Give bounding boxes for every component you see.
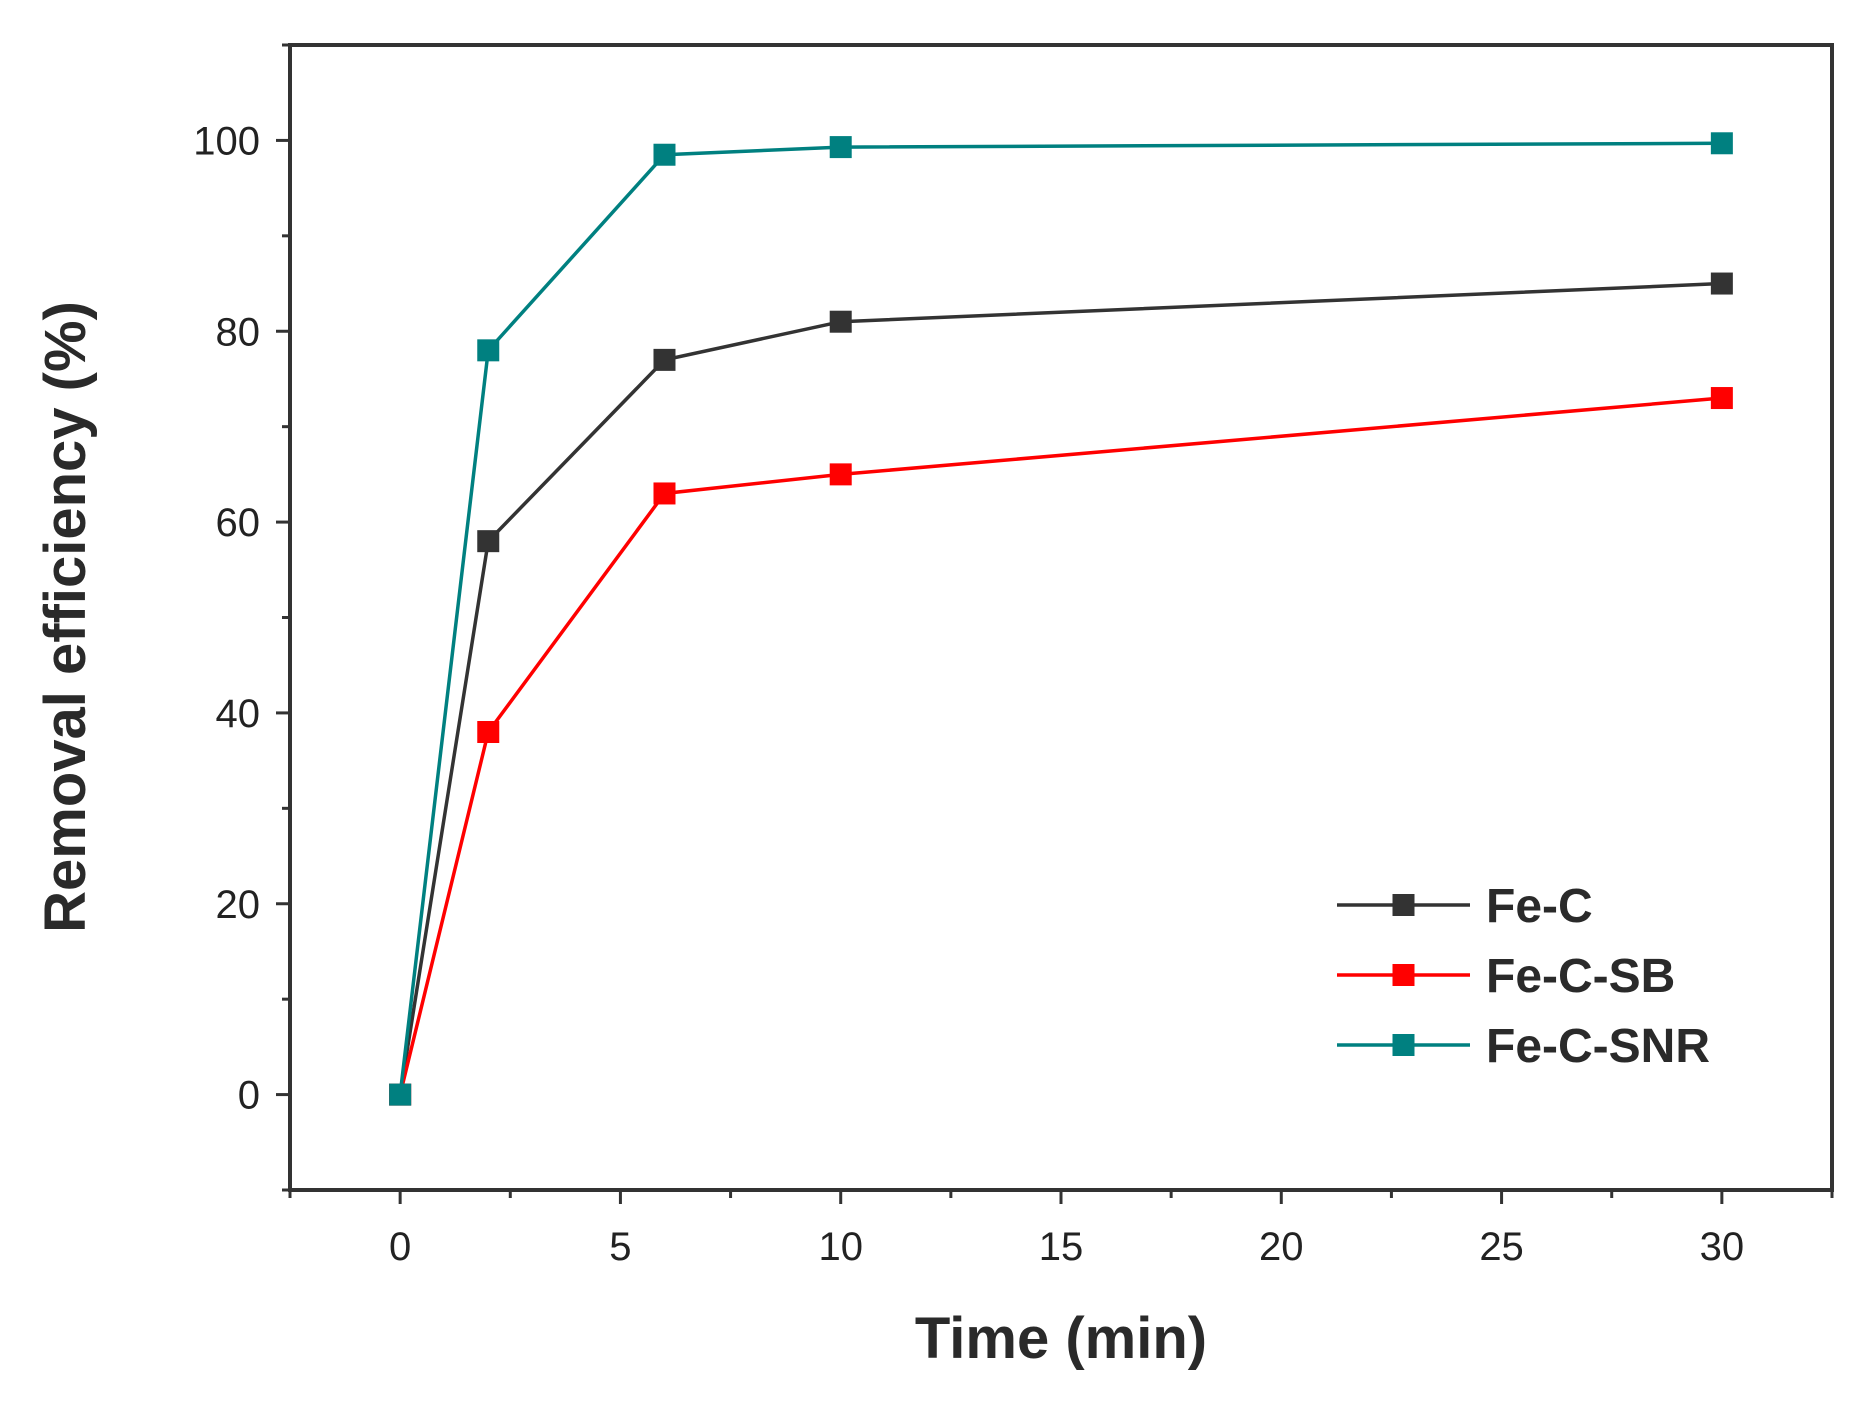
data-point: [829, 463, 852, 486]
x-tick-label: 20: [1259, 1225, 1304, 1269]
data-point: [653, 143, 676, 166]
legend-label: Fe-C-SNR: [1486, 1020, 1710, 1073]
y-tick-label: 0: [238, 1074, 260, 1118]
data-point: [1710, 272, 1733, 295]
data-point: [477, 339, 500, 362]
data-point: [477, 530, 500, 553]
x-tick-label: 5: [609, 1225, 631, 1269]
plot-frame: [288, 43, 1834, 1192]
y-tick-label: 80: [216, 310, 261, 354]
x-tick-label: 25: [1479, 1225, 1524, 1269]
y-axis-title: Removal efficiency (%): [33, 301, 98, 933]
legend-item: Fe-C-SNR: [1337, 1020, 1710, 1073]
legend-label: Fe-C: [1486, 880, 1593, 933]
legend-marker: [1392, 1034, 1415, 1056]
legend-item: Fe-C: [1337, 880, 1593, 933]
legend: Fe-C Fe-C-SB Fe-C-SNR: [1337, 880, 1710, 1073]
data-point: [829, 310, 852, 333]
x-axis-title: Time (min): [915, 1306, 1207, 1371]
axis-ticks: 0 5 10 15 20 25 30 0 20 40 60 80 100: [193, 43, 1834, 1269]
x-tick-label: 15: [1039, 1225, 1084, 1269]
data-point: [653, 348, 676, 371]
data-point: [477, 721, 500, 743]
data-point: [829, 136, 852, 159]
legend-label: Fe-C-SB: [1486, 950, 1675, 1003]
data-point: [389, 1083, 412, 1106]
series-fe-c-snr: [389, 132, 1733, 1106]
legend-item: Fe-C-SB: [1337, 950, 1675, 1003]
y-tick-label: 20: [216, 883, 261, 927]
data-point: [1710, 387, 1733, 410]
legend-marker: [1392, 964, 1415, 986]
y-tick-label: 60: [216, 501, 261, 545]
x-tick-label: 30: [1700, 1225, 1745, 1269]
y-tick-label: 40: [216, 692, 261, 736]
x-tick-label: 0: [389, 1225, 411, 1269]
x-tick-label: 10: [818, 1225, 863, 1269]
legend-marker: [1392, 894, 1415, 916]
series-layer: [389, 132, 1733, 1106]
data-point: [1710, 132, 1733, 155]
y-tick-label: 100: [193, 119, 260, 163]
data-point: [653, 482, 676, 505]
